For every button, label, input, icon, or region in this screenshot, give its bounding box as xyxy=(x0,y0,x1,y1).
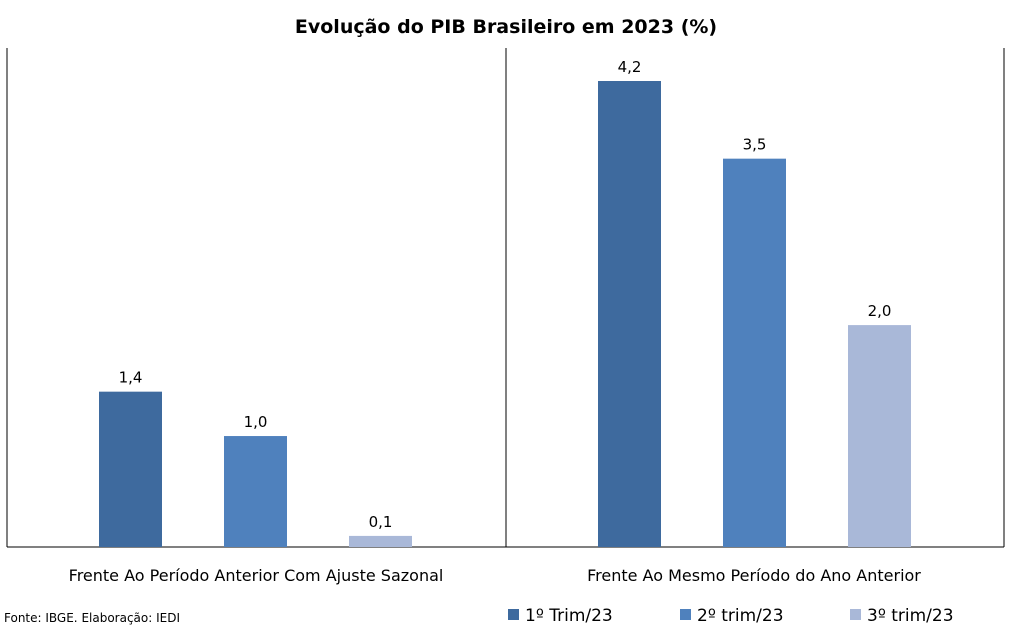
bar-0-0 xyxy=(99,391,162,547)
data-label-1-1: 3,5 xyxy=(743,136,767,154)
data-label-1-0: 1,0 xyxy=(244,413,268,431)
source-note: Fonte: IBGE. Elaboração: IEDI xyxy=(4,611,180,625)
legend-label-0: 1º Trim/23 xyxy=(525,606,613,626)
bar-0-1 xyxy=(598,81,661,547)
category-label-0: Frente Ao Período Anterior Com Ajuste Sa… xyxy=(69,566,444,585)
legend-swatch-2 xyxy=(850,609,861,620)
chart-title: Evolução do PIB Brasileiro em 2023 (%) xyxy=(295,16,717,38)
bar-1-1 xyxy=(723,158,786,547)
bar-2-1 xyxy=(848,325,911,547)
data-label-2-0: 0,1 xyxy=(369,513,393,531)
legend-label-2: 3º trim/23 xyxy=(867,606,954,626)
data-label-0-0: 1,4 xyxy=(119,369,143,387)
legend-swatch-0 xyxy=(508,609,519,620)
data-label-2-1: 2,0 xyxy=(868,302,892,320)
legend-label-1: 2º trim/23 xyxy=(697,606,784,626)
data-label-0-1: 4,2 xyxy=(618,58,642,76)
legend: 1º Trim/23 2º trim/23 3º trim/23 xyxy=(508,606,954,626)
data-labels-group: 1,4 4,2 1,0 3,5 0,1 2,0 xyxy=(119,58,892,531)
legend-swatch-1 xyxy=(680,609,691,620)
bar-1-0 xyxy=(224,436,287,547)
category-label-1: Frente Ao Mesmo Período do Ano Anterior xyxy=(587,566,921,585)
bars-group xyxy=(99,81,911,547)
bar-2-0 xyxy=(349,535,412,547)
